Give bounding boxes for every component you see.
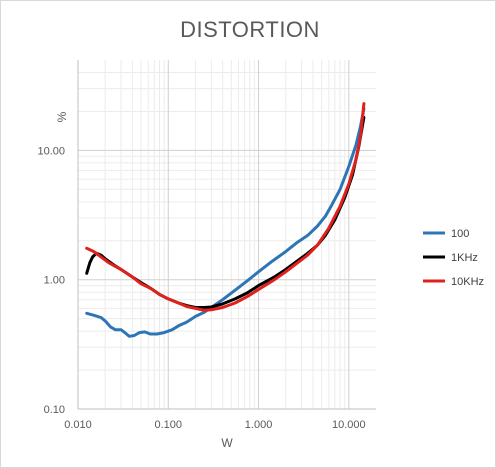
series-line-1	[85, 107, 366, 338]
series-lines	[85, 102, 366, 338]
legend-label-2: 1KHz	[451, 252, 478, 264]
y-axis-title: %	[55, 111, 69, 122]
y-tick-labels: 0.10 1.00 10.00	[37, 145, 65, 416]
x-tick-label: 1.000	[245, 419, 273, 431]
chart-title: DISTORTION	[180, 17, 320, 42]
x-tick-labels: 0.010 0.100 1.000 10.000	[64, 419, 365, 431]
x-axis-title: W	[221, 436, 233, 450]
y-tick-label: 1.00	[44, 275, 65, 287]
axes	[77, 60, 376, 410]
minor-gridlines	[78, 60, 376, 409]
legend-label-3: 10KHz	[451, 276, 484, 288]
y-tick-label: 10.00	[37, 145, 65, 157]
y-tick-label: 0.10	[44, 404, 65, 416]
legend-label-1: 100	[451, 228, 469, 240]
plot-area	[78, 60, 376, 409]
series-line-3	[85, 102, 366, 312]
x-tick-label: 0.010	[64, 419, 92, 431]
x-tick-label: 0.100	[155, 419, 183, 431]
legend: 100 1KHz 10KHz	[423, 228, 484, 288]
x-tick-label: 10.000	[332, 419, 366, 431]
